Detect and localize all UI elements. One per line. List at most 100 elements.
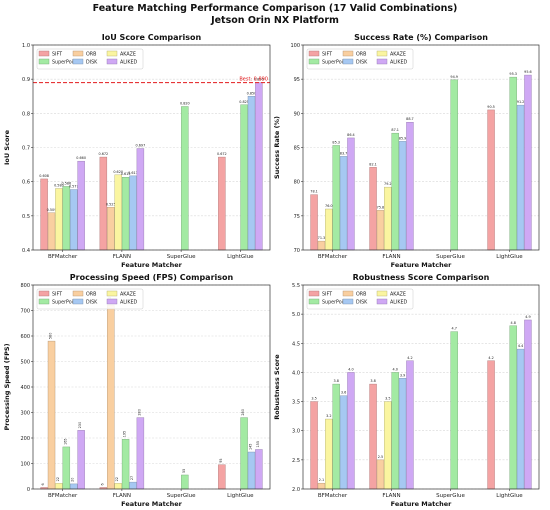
y-tick-label: 300 [20, 411, 30, 417]
data-label: 0.586 [61, 181, 71, 185]
legend-swatch-disk [72, 58, 84, 65]
bar-aliked [524, 319, 532, 490]
y-tick-label: 400 [20, 385, 30, 391]
legend-label-disk: DISK [86, 60, 98, 66]
data-label: 0.509 [47, 208, 57, 212]
bar-orb [107, 207, 115, 251]
bar-aliked [77, 160, 85, 251]
legend-label-orb: ORB [356, 292, 366, 298]
bar-aliked [406, 360, 414, 490]
bar-aliked [255, 82, 263, 251]
bar-superpoint [121, 439, 130, 490]
plot-frame [32, 44, 271, 251]
data-label: 280 [241, 409, 245, 415]
bar-superpoint [391, 372, 399, 490]
data-label: 0.890 [254, 78, 264, 82]
x-tick-label: BFMatcher [48, 493, 78, 499]
bar-superpoint [240, 104, 248, 251]
bar-disk [129, 175, 137, 251]
bar-sift [218, 464, 226, 490]
data-label: 0.825 [239, 100, 249, 104]
bar-superpoint [332, 145, 340, 251]
bar-sift [310, 194, 318, 251]
legend-swatch-aliked [106, 58, 118, 65]
bar-akaze [55, 188, 63, 251]
data-label: 145 [248, 444, 252, 450]
bar-aliked [136, 148, 145, 251]
data-label: 76.0 [325, 204, 333, 208]
bar-aliked [347, 137, 355, 251]
data-label: 85.9 [399, 136, 407, 140]
y-tick-label: 95 [294, 77, 300, 83]
bar-sift [310, 401, 318, 490]
x-tick-label: BFMatcher [48, 254, 78, 260]
data-label: 3.8 [333, 379, 338, 383]
data-label: 6 [41, 483, 45, 485]
bar-aliked [347, 372, 355, 490]
x-tick-label: BFMatcher [318, 254, 348, 260]
legend-label-akaze: AKAZE [120, 52, 136, 58]
bar-orb [47, 212, 56, 251]
bar-orb [317, 482, 326, 490]
data-label: 75.8 [377, 205, 385, 209]
legend-swatch-orb [342, 50, 354, 57]
legend-swatch-disk [342, 298, 354, 305]
bar-superpoint [509, 325, 517, 490]
x-axis-label: Feature Matcher [391, 261, 452, 269]
bar-superpoint [391, 132, 399, 251]
chart-title: Processing Speed (FPS) Comparison [70, 273, 234, 282]
data-label: 87.1 [391, 128, 399, 132]
chart-1: IoU Score Comparison 0.4 0.5 0.6 0.7 0.8 0.9 1.… [3, 33, 271, 269]
y-tick-label: 4.5 [292, 341, 300, 347]
bar-disk [339, 395, 348, 490]
best-reference-label: Best: 0.890 [239, 77, 268, 83]
x-tick-label: SuperGlue [167, 493, 196, 499]
y-axis-label: Processing Speed (FPS) [3, 343, 11, 430]
legend-label-aliked: ALIKED [390, 300, 408, 306]
data-label: 0.617 [128, 171, 138, 175]
data-label: 95.6 [524, 70, 532, 74]
data-label: 155 [256, 441, 260, 447]
bar-akaze [325, 418, 333, 490]
data-label: 27 [130, 476, 134, 480]
bar-orb [376, 459, 385, 490]
y-axis-label: Robustness Score [273, 354, 281, 420]
bar-sift [369, 167, 377, 251]
data-label: 79.2 [384, 182, 392, 186]
bar-orb [107, 305, 115, 490]
legend-swatch-akaze [376, 290, 388, 297]
legend-label-aliked: ALIKED [120, 300, 138, 306]
legend-swatch-superpoint [38, 58, 50, 65]
data-label: 0.672 [99, 152, 109, 156]
y-tick-label: 5.0 [292, 312, 300, 318]
bar-superpoint [450, 79, 458, 251]
data-label: 0.525 [106, 202, 116, 206]
data-label: 2.1 [319, 478, 324, 482]
legend-swatch-sift [38, 290, 50, 297]
y-tick-label: 3.5 [292, 400, 300, 406]
y-tick-label: 85 [294, 146, 300, 152]
plot-frame [32, 284, 271, 490]
data-label: 0.660 [76, 156, 86, 160]
x-axis-label: Feature Matcher [121, 500, 182, 508]
data-label: 22 [115, 477, 119, 481]
x-axis-label: Feature Matcher [121, 261, 182, 269]
y-tick-label: 2.5 [292, 458, 300, 464]
bar-orb [376, 210, 385, 251]
y-tick-label: 70 [294, 248, 300, 254]
x-tick-label: FLANN [113, 493, 131, 499]
legend-swatch-akaze [376, 50, 388, 57]
bar-aliked [255, 449, 263, 490]
legend-label-aliked: ALIKED [390, 60, 408, 66]
bar-disk [516, 104, 525, 251]
data-label: 55 [182, 469, 186, 473]
legend-label-disk: DISK [86, 300, 98, 306]
bar-disk [247, 96, 256, 251]
data-label: 0.608 [39, 174, 49, 178]
chart-2: Success Rate (%) Comparison 70 75 80 85 90 95 1… [273, 33, 540, 269]
legend-swatch-aliked [376, 298, 388, 305]
bar-akaze [55, 483, 63, 490]
legend-swatch-disk [342, 58, 354, 65]
legend-swatch-sift [38, 50, 50, 57]
legend-swatch-akaze [106, 290, 118, 297]
